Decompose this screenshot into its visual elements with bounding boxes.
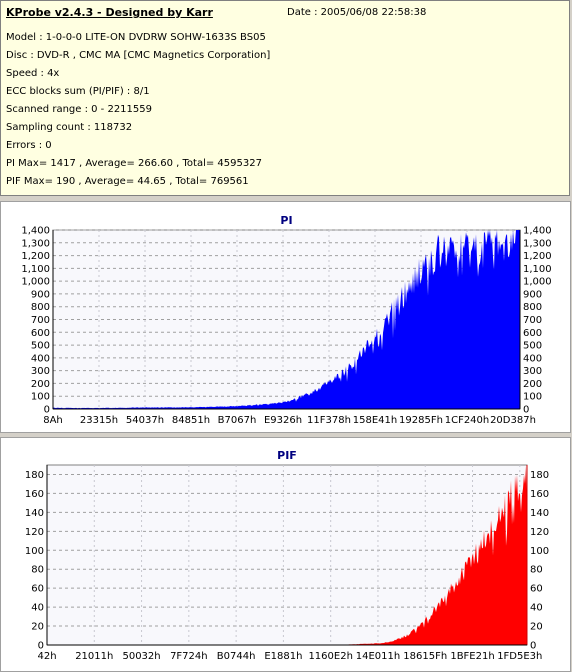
- y-right-tick-label: 300: [523, 366, 542, 377]
- y-right-tick-label: 180: [530, 470, 549, 481]
- x-tick-label: 14E011h: [356, 651, 400, 662]
- series-fill: [47, 466, 527, 645]
- range-line: Scanned range : 0 - 2211559: [6, 104, 152, 115]
- x-tick-label: 1160E2h: [308, 651, 352, 662]
- y-tick-label: 60: [31, 584, 44, 595]
- model-line: Model : 1-0-0-0 LITE-ON DVDRW SOHW-1633S…: [6, 32, 266, 43]
- y-right-tick-label: 60: [530, 584, 543, 595]
- series-fill: [53, 230, 520, 409]
- disc-line: Disc : DVD-R , CMC MA [CMC Magnetics Cor…: [6, 50, 271, 61]
- y-tick-label: 0: [38, 641, 44, 652]
- y-tick-label: 900: [31, 289, 50, 300]
- y-right-tick-label: 600: [523, 328, 542, 339]
- x-tick-label: 1FD5E3h: [497, 651, 542, 662]
- y-tick-label: 40: [31, 603, 44, 614]
- x-tick-label: E1881h: [264, 651, 302, 662]
- x-tick-label: 1CF240h: [445, 415, 490, 426]
- x-tick-label: 42h: [37, 651, 56, 662]
- x-tick-label: 21011h: [75, 651, 113, 662]
- y-right-tick-label: 800: [523, 302, 542, 313]
- ecc-line: ECC blocks sum (PI/PIF) : 8/1: [6, 86, 150, 97]
- chart-title: PI: [280, 214, 292, 227]
- y-right-tick-label: 20: [530, 622, 543, 633]
- y-tick-label: 100: [31, 392, 50, 403]
- y-right-tick-label: 1,200: [523, 251, 552, 262]
- y-tick-label: 120: [25, 527, 44, 538]
- x-tick-label: 23315h: [80, 415, 118, 426]
- info-panel: KProbe v2.4.3 - Designed by Karr Date : …: [0, 0, 570, 196]
- y-tick-label: 0: [44, 405, 50, 416]
- y-right-tick-label: 100: [523, 392, 542, 403]
- y-right-tick-label: 80: [530, 565, 543, 576]
- chart-title: PIF: [277, 449, 297, 462]
- y-tick-label: 140: [25, 508, 44, 519]
- y-tick-label: 1,000: [21, 277, 50, 288]
- y-tick-label: 1,300: [21, 238, 50, 249]
- x-tick-label: 8Ah: [43, 415, 63, 426]
- y-tick-label: 800: [31, 302, 50, 313]
- scan-date: Date : 2005/06/08 22:58:38: [287, 7, 427, 18]
- y-tick-label: 160: [25, 489, 44, 500]
- pif-chart-panel: PIF 0 0 20 20 40 40 60 60 80 80 100 100 120 120 140 140 1…: [0, 437, 571, 672]
- x-tick-label: 19285Fh: [399, 415, 443, 426]
- y-tick-label: 100: [25, 546, 44, 557]
- y-right-tick-label: 100: [530, 546, 549, 557]
- x-tick-label: B0744h: [217, 651, 256, 662]
- pif-chart: PIF 0 0 20 20 40 40 60 60 80 80 100 100 120 120 140 140 1…: [25, 449, 549, 662]
- y-tick-label: 1,400: [21, 226, 50, 237]
- y-right-tick-label: 1,100: [523, 264, 552, 275]
- y-right-tick-label: 120: [530, 527, 549, 538]
- y-tick-label: 300: [31, 366, 50, 377]
- y-right-tick-label: 200: [523, 379, 542, 390]
- pif-stats-line: PIF Max= 190 , Average= 44.65 , Total= 7…: [6, 176, 249, 187]
- y-tick-label: 20: [31, 622, 44, 633]
- x-tick-label: 18615Fh: [403, 651, 447, 662]
- y-tick-label: 200: [31, 379, 50, 390]
- x-tick-label: E9326h: [264, 415, 302, 426]
- y-tick-label: 180: [25, 470, 44, 481]
- y-right-tick-label: 0: [523, 405, 529, 416]
- y-right-tick-label: 900: [523, 289, 542, 300]
- y-right-tick-label: 140: [530, 508, 549, 519]
- y-tick-label: 500: [31, 341, 50, 352]
- speed-line: Speed : 4x: [6, 68, 60, 79]
- pi-stats-line: PI Max= 1417 , Average= 266.60 , Total= …: [6, 158, 262, 169]
- pi-chart-panel: PI 0 0 100 100 200 200 300 300 400 400 500 500 600 600…: [0, 201, 571, 433]
- x-tick-label: 84851h: [172, 415, 210, 426]
- x-tick-label: 11F378h: [307, 415, 351, 426]
- y-right-tick-label: 1,300: [523, 238, 552, 249]
- app-title: KProbe v2.4.3 - Designed by Karr: [6, 6, 213, 19]
- y-right-tick-label: 40: [530, 603, 543, 614]
- x-tick-label: B7067h: [218, 415, 257, 426]
- y-right-tick-label: 160: [530, 489, 549, 500]
- x-tick-label: 7F724h: [170, 651, 208, 662]
- sampling-line: Sampling count : 118732: [6, 122, 133, 133]
- x-tick-label: 50032h: [122, 651, 160, 662]
- y-tick-label: 400: [31, 353, 50, 364]
- y-right-tick-label: 1,400: [523, 226, 552, 237]
- y-tick-label: 1,200: [21, 251, 50, 262]
- y-right-tick-label: 700: [523, 315, 542, 326]
- y-right-tick-label: 1,000: [523, 277, 552, 288]
- x-tick-label: 54037h: [126, 415, 164, 426]
- y-right-tick-label: 500: [523, 341, 542, 352]
- y-tick-label: 80: [31, 565, 44, 576]
- y-right-tick-label: 400: [523, 353, 542, 364]
- x-tick-label: 158E41h: [353, 415, 397, 426]
- y-tick-label: 600: [31, 328, 50, 339]
- errors-line: Errors : 0: [6, 140, 52, 151]
- y-right-tick-label: 0: [530, 641, 536, 652]
- y-tick-label: 700: [31, 315, 50, 326]
- y-tick-label: 1,100: [21, 264, 50, 275]
- x-tick-label: 20D387h: [490, 415, 536, 426]
- x-tick-label: 1BFE21h: [450, 651, 494, 662]
